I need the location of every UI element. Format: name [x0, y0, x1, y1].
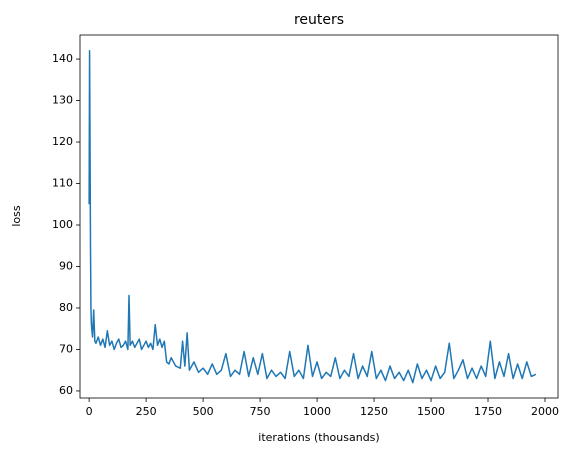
- y-tick-label: 70: [59, 342, 73, 355]
- y-tick-label: 80: [59, 301, 73, 314]
- x-axis-label: iterations (thousands): [258, 431, 379, 444]
- y-tick-label: 60: [59, 384, 73, 397]
- x-tick-label: 250: [136, 405, 157, 418]
- x-tick-label: 1750: [474, 405, 502, 418]
- axes-frame: [79, 34, 559, 399]
- y-tick-label: 120: [52, 135, 73, 148]
- x-tick-label: 0: [86, 405, 93, 418]
- loss-line: [88, 50, 537, 384]
- x-tick-label: 750: [250, 405, 271, 418]
- y-tick-label: 130: [52, 94, 73, 107]
- y-tick-label: 140: [52, 52, 73, 65]
- x-tick-label: 1500: [417, 405, 445, 418]
- y-tick-label: 100: [52, 218, 73, 231]
- x-tick-label: 500: [193, 405, 214, 418]
- x-tick-label: 1250: [360, 405, 388, 418]
- x-tick-label: 1000: [303, 405, 331, 418]
- y-tick-label: 90: [59, 259, 73, 272]
- y-axis-label: loss: [10, 205, 23, 227]
- y-tick-label: 110: [52, 177, 73, 190]
- x-tick-label: 2000: [531, 405, 559, 418]
- chart-title: reuters: [294, 12, 344, 28]
